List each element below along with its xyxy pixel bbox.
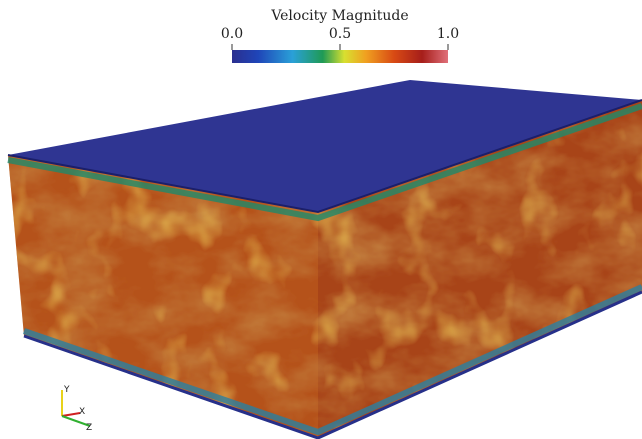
colorbar-ticks: 0.0 0.5 1.0 [221,26,459,50]
x-label: X [79,407,85,417]
x-axis [62,413,80,416]
colorbar [232,50,448,63]
orientation-axes: Y X Z [62,385,92,433]
colorbar-tick-label: 0.5 [329,26,351,42]
y-label: Y [63,385,70,395]
colorbar-title: Velocity Magnitude [270,8,408,24]
colorbar-tick-label: 1.0 [437,26,459,42]
colorbar-tick-label: 0.0 [221,26,243,42]
z-label: Z [86,423,92,433]
render-view: Velocity Magnitude 0.0 0.5 1.0 Y X Z [0,0,642,439]
